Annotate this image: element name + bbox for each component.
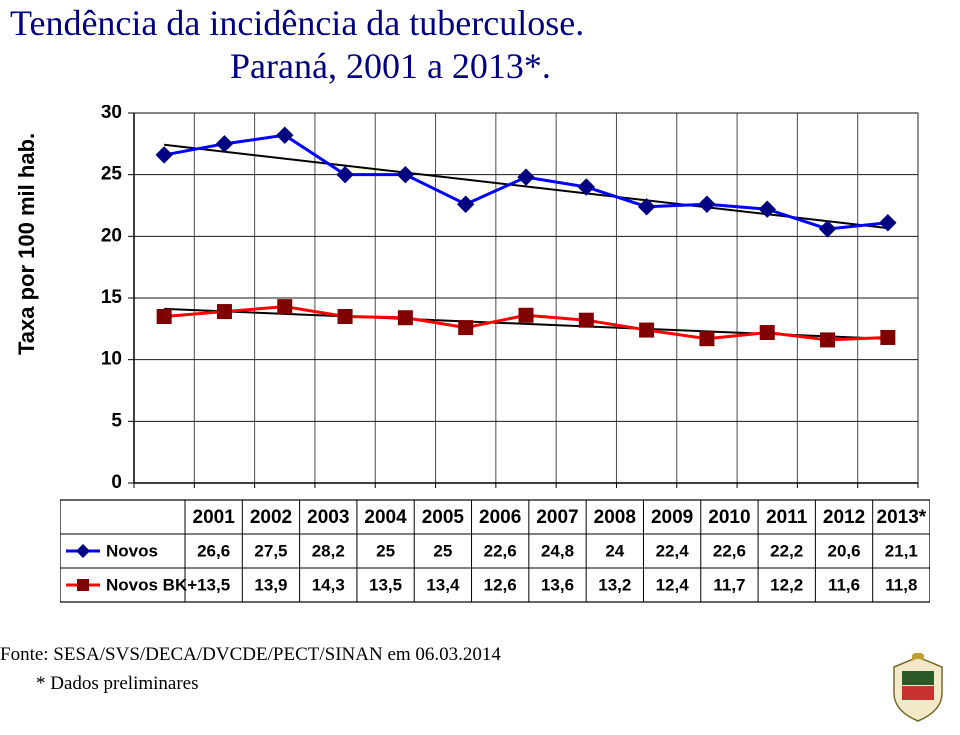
svg-text:10: 10	[101, 349, 122, 370]
svg-text:30: 30	[101, 105, 122, 123]
svg-text:26,6: 26,6	[197, 541, 230, 560]
svg-text:5: 5	[111, 410, 122, 431]
crest-icon	[890, 653, 946, 723]
svg-text:12,6: 12,6	[484, 575, 517, 594]
svg-text:21,1: 21,1	[885, 541, 918, 560]
footer-source: Fonte: SESA/SVS/DECA/DVCDE/PECT/SINAN em…	[0, 640, 501, 669]
svg-text:25: 25	[101, 164, 123, 185]
svg-text:15: 15	[101, 287, 123, 308]
svg-text:13,5: 13,5	[369, 575, 402, 594]
svg-text:24,8: 24,8	[541, 541, 574, 560]
svg-text:25: 25	[433, 541, 452, 560]
title-line1: Tendência da incidência da tuberculose.	[10, 2, 810, 45]
svg-text:22,4: 22,4	[656, 541, 690, 560]
svg-text:2004: 2004	[364, 507, 407, 528]
svg-text:14,3: 14,3	[312, 575, 345, 594]
svg-text:20: 20	[101, 225, 122, 246]
svg-text:12,4: 12,4	[656, 575, 690, 594]
svg-text:25: 25	[376, 541, 395, 560]
svg-text:11,6: 11,6	[828, 575, 860, 594]
svg-text:2002: 2002	[250, 507, 292, 528]
title-line2: Paraná, 2001 a 2013*.	[10, 45, 810, 88]
footer-note: * Dados preliminares	[36, 669, 501, 698]
svg-text:2007: 2007	[536, 507, 578, 528]
svg-text:28,2: 28,2	[312, 541, 345, 560]
svg-text:0: 0	[111, 472, 122, 493]
svg-text:27,5: 27,5	[254, 541, 287, 560]
svg-text:11,7: 11,7	[713, 575, 745, 594]
svg-text:2012: 2012	[823, 507, 865, 528]
svg-text:22,6: 22,6	[713, 541, 746, 560]
line-chart: 0 5 10 15 20 25 30 2001 2002 2003 2004 2005 2006 2007…	[60, 105, 930, 615]
svg-text:2008: 2008	[594, 507, 636, 528]
svg-text:2005: 2005	[422, 507, 465, 528]
svg-text:2011: 2011	[766, 507, 808, 528]
svg-text:22,6: 22,6	[484, 541, 517, 560]
footer: Fonte: SESA/SVS/DECA/DVCDE/PECT/SINAN em…	[0, 640, 501, 699]
svg-text:20,6: 20,6	[827, 541, 860, 560]
svg-text:12,2: 12,2	[770, 575, 803, 594]
svg-text:13,4: 13,4	[426, 575, 460, 594]
svg-text:Novos: Novos	[106, 541, 158, 560]
svg-text:22,2: 22,2	[770, 541, 803, 560]
svg-text:2001: 2001	[193, 507, 236, 528]
svg-text:2006: 2006	[479, 507, 521, 528]
svg-text:2003: 2003	[307, 507, 349, 528]
slide-title: Tendência da incidência da tuberculose. …	[10, 2, 810, 88]
svg-text:13,6: 13,6	[541, 575, 574, 594]
svg-text:13,9: 13,9	[254, 575, 287, 594]
svg-text:Novos BK+: Novos BK+	[106, 575, 197, 594]
svg-text:2013*: 2013*	[877, 507, 927, 528]
svg-text:13,2: 13,2	[598, 575, 631, 594]
svg-text:11,8: 11,8	[885, 575, 917, 594]
svg-text:24: 24	[605, 541, 624, 560]
svg-text:2009: 2009	[651, 507, 693, 528]
y-axis-label: Taxa por 100 mil hab.	[14, 133, 40, 355]
svg-text:13,5: 13,5	[197, 575, 230, 594]
svg-text:2010: 2010	[708, 507, 750, 528]
